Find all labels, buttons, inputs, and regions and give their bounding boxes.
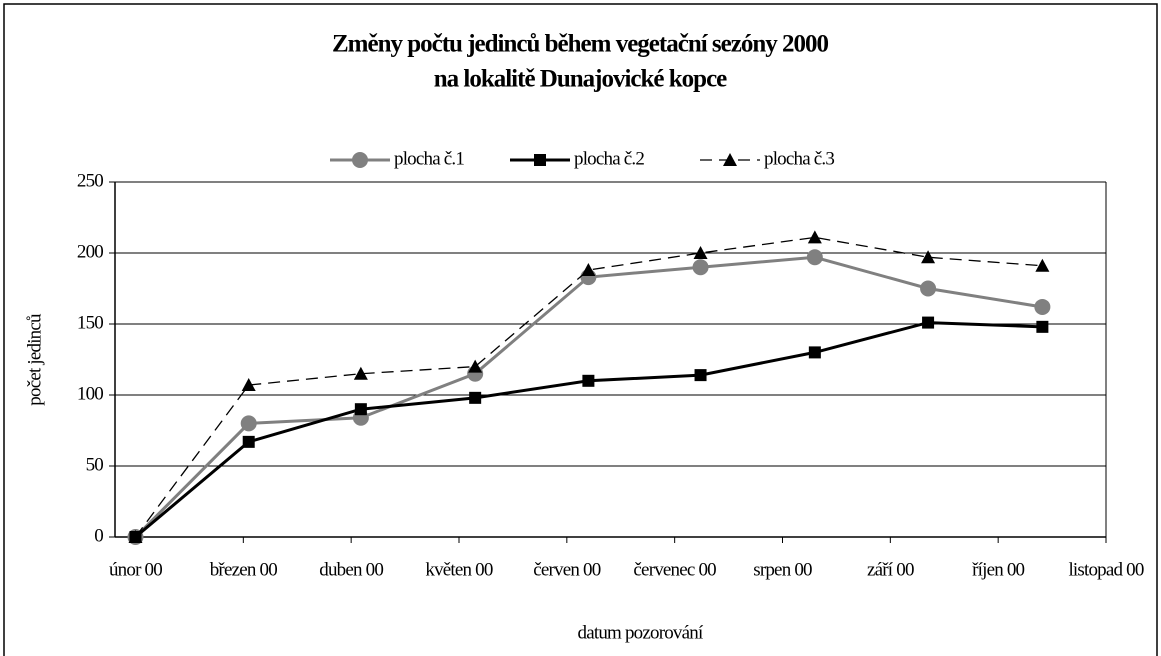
data-point xyxy=(1035,258,1050,272)
y-tick-label: 250 xyxy=(77,170,103,191)
data-point xyxy=(807,230,822,244)
x-tick-label: únor 00 xyxy=(109,559,162,580)
x-tick-label: listopad 00 xyxy=(1068,559,1143,580)
legend-marker xyxy=(534,154,546,166)
y-axis-label: počet jedinců xyxy=(24,313,45,406)
y-tick-label: 100 xyxy=(77,383,103,404)
data-point xyxy=(806,249,823,266)
data-point xyxy=(693,246,708,259)
data-point xyxy=(581,263,596,277)
legend-label: plocha č.1 xyxy=(394,148,464,169)
legend-marker xyxy=(723,153,737,166)
legend-marker xyxy=(352,152,368,168)
data-point xyxy=(1034,298,1051,315)
legend-label: plocha č.3 xyxy=(764,148,834,169)
data-point xyxy=(353,366,368,380)
y-tick-label: 200 xyxy=(77,241,103,262)
data-point xyxy=(128,530,143,543)
y-tick-label: 50 xyxy=(86,454,104,475)
y-tick-label: 0 xyxy=(94,525,103,546)
x-tick-label: srpen 00 xyxy=(753,559,812,580)
chart-title: Změny počtu jedinců během vegetační sezó… xyxy=(332,31,829,58)
data-point xyxy=(469,391,482,404)
x-tick-label: říjen 00 xyxy=(972,559,1024,580)
legend-label: plocha č.2 xyxy=(574,148,644,169)
x-tick-label: duben 00 xyxy=(319,559,383,580)
data-point xyxy=(692,259,709,276)
data-point xyxy=(694,369,707,382)
data-point xyxy=(242,435,255,448)
x-tick-label: březen 00 xyxy=(210,559,277,580)
data-point xyxy=(468,359,483,373)
data-point xyxy=(354,403,367,416)
data-point xyxy=(808,346,821,359)
data-point xyxy=(241,378,256,392)
data-point xyxy=(240,415,257,432)
x-tick-label: květen 00 xyxy=(425,559,492,580)
data-point xyxy=(921,250,936,264)
data-point xyxy=(1036,320,1049,333)
x-tick-label: září 00 xyxy=(867,559,914,580)
x-tick-label: červenec 00 xyxy=(633,559,716,580)
data-point xyxy=(922,316,935,329)
x-axis-label: datum pozorování xyxy=(578,622,704,643)
y-tick-label: 150 xyxy=(77,312,103,333)
chart-border xyxy=(3,3,1158,656)
data-point xyxy=(582,374,595,387)
chart-title: na lokalitě Dunajovické kopce xyxy=(434,66,727,93)
data-point xyxy=(920,280,937,297)
x-tick-label: červen 00 xyxy=(533,559,600,580)
